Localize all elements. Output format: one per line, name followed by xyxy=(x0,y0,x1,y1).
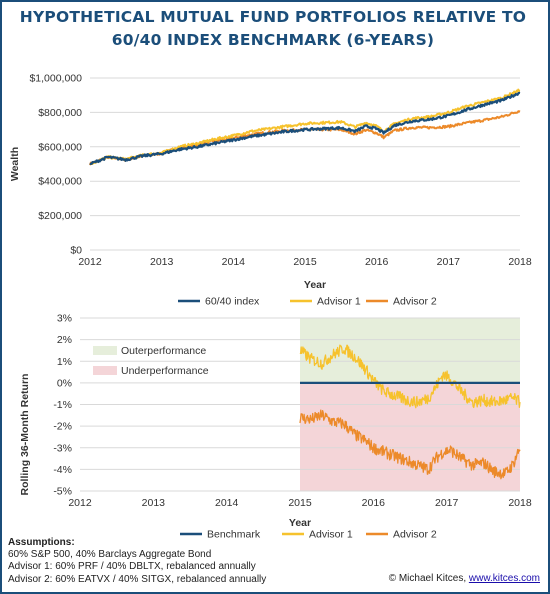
wealth-y-tick-label: $800,000 xyxy=(38,107,82,119)
return-series-line-advisor-2 xyxy=(299,409,521,480)
wealth-y-tick-label: $1,000,000 xyxy=(29,73,82,85)
wealth-legend-label: 60/40 index xyxy=(205,296,260,308)
credit-prefix: © Michael Kitces, xyxy=(388,573,469,584)
return-x-tick-label: 2016 xyxy=(362,497,386,509)
wealth-legend-label: Advisor 2 xyxy=(393,296,437,308)
return-y-axis-label: Rolling 36-Month Return xyxy=(19,374,31,496)
credit: © Michael Kitces, www.kitces.com xyxy=(389,573,540,584)
return-y-tick-label: -5% xyxy=(53,486,72,498)
wealth-x-axis-label: Year xyxy=(304,279,326,291)
return-x-tick-label: 2018 xyxy=(508,497,532,509)
return-y-tick-label: -4% xyxy=(53,464,72,476)
return-x-tick-label: 2012 xyxy=(68,497,92,509)
wealth-chart xyxy=(89,77,521,251)
title-line-2: 60/40 INDEX BENCHMARK (6-YEARS) xyxy=(111,31,435,49)
outerperformance-swatch xyxy=(93,346,117,355)
return-series-line-advisor-1 xyxy=(299,344,521,409)
wealth-series-line-index xyxy=(89,91,521,165)
wealth-y-tick-label: $200,000 xyxy=(38,210,82,222)
wealth-x-tick-label: 2015 xyxy=(293,256,317,268)
return-y-tick-label: 3% xyxy=(57,313,72,325)
assumption-line-1: 60% S&P 500, 40% Barclays Aggregate Bond xyxy=(8,549,212,561)
return-x-tick-label: 2015 xyxy=(288,497,312,509)
credit-link[interactable]: www.kitces.com xyxy=(468,573,540,584)
wealth-x-tick-label: 2017 xyxy=(437,256,461,268)
assumption-line-3: Advisor 2: 60% EATVX / 40% SITGX, rebala… xyxy=(8,573,267,585)
wealth-x-tick-label: 2012 xyxy=(78,256,102,268)
wealth-y-tick-label: $400,000 xyxy=(38,176,82,188)
underperformance-swatch xyxy=(93,366,117,375)
wealth-x-tick-label: 2013 xyxy=(150,256,174,268)
wealth-x-tick-label: 2014 xyxy=(222,256,246,268)
wealth-x-tick-label: 2016 xyxy=(365,256,389,268)
title-line-1: HYPOTHETICAL MUTUAL FUND PORTFOLIOS RELA… xyxy=(19,8,527,26)
return-x-tick-label: 2017 xyxy=(435,497,459,509)
wealth-legend-label: Advisor 1 xyxy=(317,296,361,308)
return-legend-label: Advisor 1 xyxy=(309,529,353,541)
return-legend-label: Advisor 2 xyxy=(393,529,437,541)
outerperformance-label: Outerperformance xyxy=(121,345,206,357)
return-chart xyxy=(80,317,521,492)
wealth-y-tick-label: $600,000 xyxy=(38,141,82,153)
return-y-tick-label: -2% xyxy=(53,421,72,433)
return-y-tick-label: -1% xyxy=(53,399,72,411)
return-y-tick-label: 1% xyxy=(57,356,72,368)
wealth-y-tick-label: $0 xyxy=(70,245,82,257)
assumption-line-2: Advisor 1: 60% PRF / 40% DBLTX, rebalanc… xyxy=(8,561,256,573)
assumptions-notes: Assumptions: 60% S&P 500, 40% Barclays A… xyxy=(8,537,388,586)
return-x-tick-label: 2014 xyxy=(215,497,239,509)
return-y-tick-label: 2% xyxy=(57,334,72,346)
wealth-series-line-advisor-2 xyxy=(89,110,521,166)
return-y-tick-label: -3% xyxy=(53,442,72,454)
underperformance-label: Underperformance xyxy=(121,365,209,377)
return-x-tick-label: 2013 xyxy=(142,497,166,509)
return-x-axis-label: Year xyxy=(289,517,311,529)
wealth-x-tick-label: 2018 xyxy=(508,256,532,268)
page-title: HYPOTHETICAL MUTUAL FUND PORTFOLIOS RELA… xyxy=(0,6,546,52)
return-y-tick-label: 0% xyxy=(57,377,72,389)
return-legend-label: Benchmark xyxy=(207,529,261,541)
wealth-y-axis-label: Wealth xyxy=(9,147,21,181)
wealth-series-line-advisor-1 xyxy=(89,88,521,165)
assumptions-heading: Assumptions: xyxy=(8,537,75,548)
